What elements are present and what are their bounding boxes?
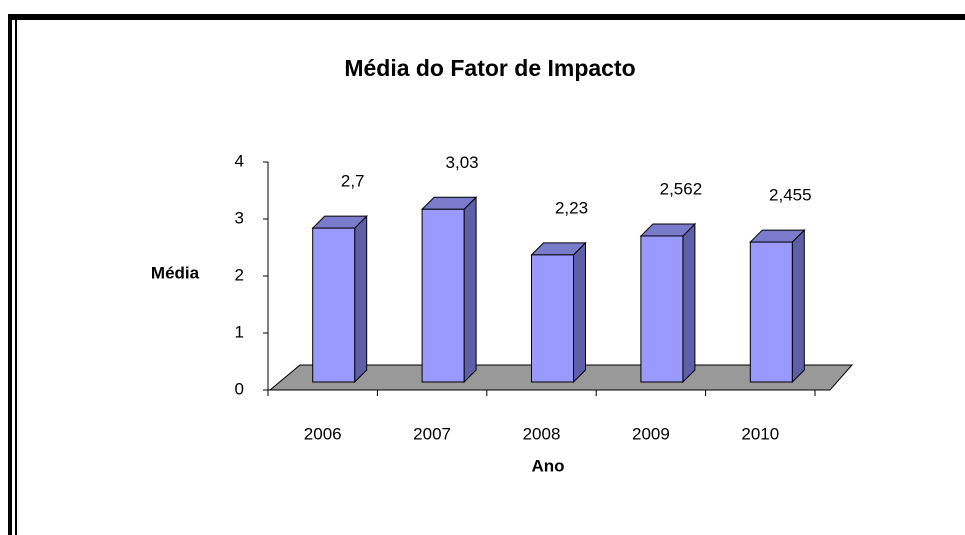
x-tick-label: 2010	[741, 424, 779, 443]
frame-left	[8, 14, 12, 535]
chart-title: Média do Fator de Impacto	[344, 55, 635, 81]
x-axis-label: Ano	[531, 456, 564, 475]
value-label: 2,7	[341, 172, 365, 191]
y-tick-label: 3	[235, 208, 244, 227]
value-label: 3,03	[446, 153, 479, 172]
x-tick-label: 2006	[304, 424, 342, 443]
x-tick-label: 2008	[523, 424, 561, 443]
x-tick-label: 2009	[632, 424, 670, 443]
bar	[749, 241, 793, 383]
bar	[640, 235, 684, 383]
frame-left-inner	[15, 20, 17, 535]
bar-side	[573, 241, 586, 384]
bar-side	[354, 214, 368, 384]
x-tick-label: 2007	[413, 424, 451, 443]
bar-side	[463, 196, 477, 384]
y-axis-label: Média	[151, 263, 200, 282]
bar	[421, 208, 465, 383]
y-tick-label: 0	[235, 379, 244, 398]
bar	[312, 227, 356, 383]
y-tick-label: 2	[235, 265, 244, 284]
bar-side	[682, 222, 696, 384]
value-label: 2,23	[555, 198, 588, 217]
frame-top	[8, 14, 965, 20]
bar	[531, 254, 574, 383]
y-tick-label: 4	[235, 151, 244, 170]
y-tick-label: 1	[235, 322, 244, 341]
value-label: 2,455	[769, 186, 812, 205]
value-label: 2,562	[660, 179, 703, 198]
bar-side	[791, 228, 805, 384]
